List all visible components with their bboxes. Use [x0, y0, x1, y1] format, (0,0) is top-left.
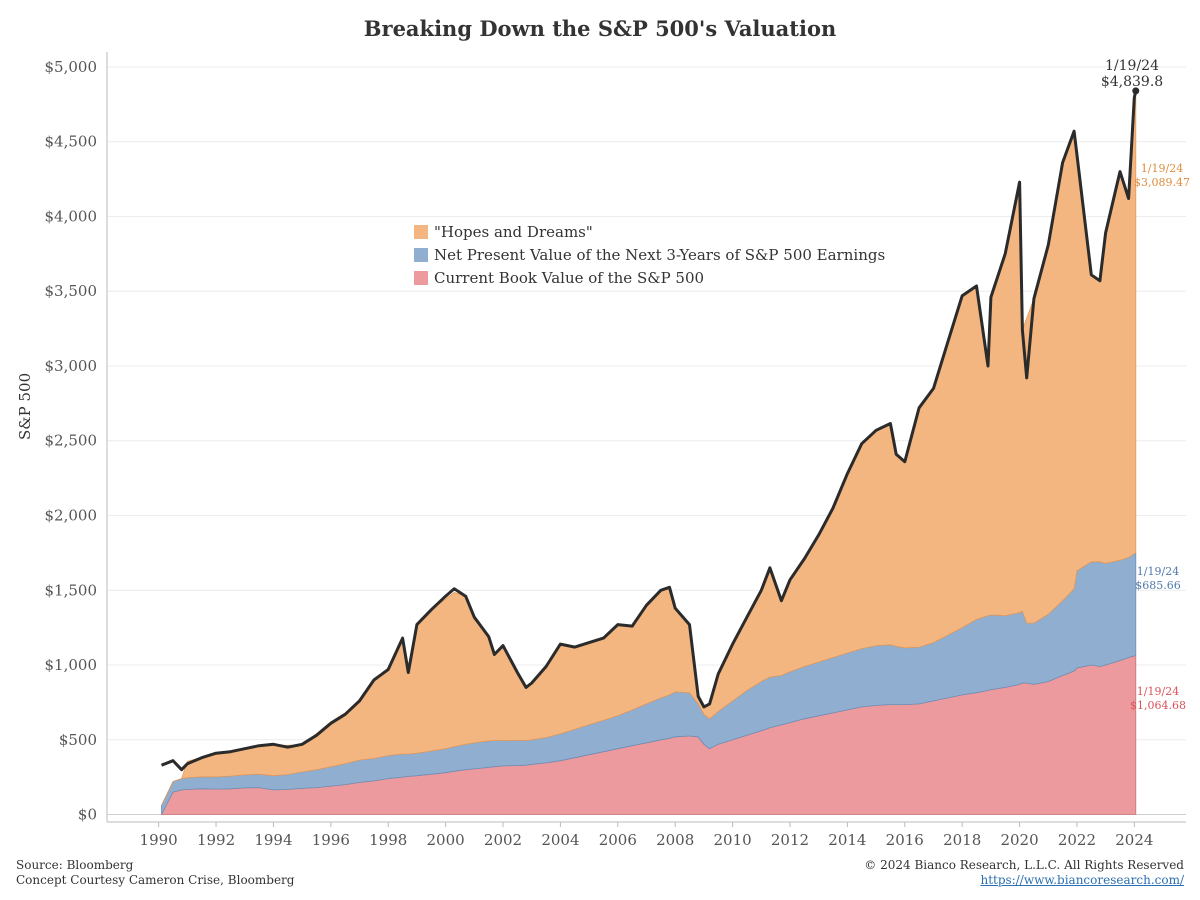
x-tick-label: 2012 — [771, 831, 809, 849]
y-tick-label: $5,000 — [45, 58, 98, 76]
x-tick-label: 1996 — [312, 831, 350, 849]
y-tick-label: $3,000 — [45, 357, 98, 375]
legend-item-hopes: "Hopes and Dreams" — [414, 220, 885, 243]
y-tick-label: $1,500 — [45, 581, 98, 599]
x-tick-label: 2024 — [1115, 831, 1153, 849]
annotation-value: $3,089.47 — [1134, 176, 1190, 189]
website-link[interactable]: https://www.biancoresearch.com/ — [980, 873, 1184, 887]
x-tick-label: 2016 — [886, 831, 924, 849]
y-tick-label: $4,500 — [45, 133, 98, 151]
annotation-value: $685.66 — [1135, 579, 1181, 592]
legend-swatch-npv — [414, 247, 428, 262]
x-tick-label: 2022 — [1058, 831, 1096, 849]
legend-swatch-hopes — [414, 224, 428, 239]
legend-label-hopes: "Hopes and Dreams" — [434, 222, 593, 241]
x-tick-label: 1990 — [140, 831, 178, 849]
legend-label-book: Current Book Value of the S&P 500 — [434, 268, 705, 287]
sp500-price-line — [160, 90, 1138, 772]
y-tick-label: $3,500 — [45, 282, 98, 300]
x-tick-label: 1998 — [369, 831, 407, 849]
x-tick-label: 1992 — [197, 831, 235, 849]
x-tick-label: 2008 — [656, 831, 694, 849]
x-tick-label: 2006 — [599, 831, 637, 849]
legend-item-book: Current Book Value of the S&P 500 — [414, 266, 885, 289]
annotation-date: 1/19/24 — [1105, 58, 1159, 74]
x-tick-label: 2018 — [943, 831, 981, 849]
axes — [106, 52, 1186, 823]
annotation-date: 1/19/24 — [1137, 565, 1179, 578]
y-ticks: $0 $500 $1,000 $1,500 $2,000 $2,500 $3,000 $3,5… — [45, 58, 98, 824]
legend-swatch-book — [414, 270, 428, 285]
annotation-date: 1/19/24 — [1137, 685, 1179, 698]
annotations: 1/19/24$4,839.81/19/24$3,089.471/19/24$6… — [1101, 58, 1190, 712]
x-tick-label: 2010 — [713, 831, 751, 849]
annotation-value: $4,839.8 — [1101, 74, 1163, 90]
y-tick-label: $0 — [78, 806, 97, 824]
y-tick-label: $2,000 — [45, 506, 98, 524]
y-tick-label: $500 — [59, 731, 97, 749]
price-line-group — [160, 87, 1140, 772]
y-tick-label: $1,000 — [45, 656, 98, 674]
annotation-date: 1/19/24 — [1141, 162, 1183, 175]
y-tick-label: $2,500 — [45, 432, 98, 450]
annotation-value: $1,064.68 — [1130, 699, 1186, 712]
concept-note: Concept Courtesy Cameron Crise, Bloomber… — [16, 873, 295, 887]
latest-price-marker — [1132, 87, 1140, 95]
chart-title: Breaking Down the S&P 500's Valuation — [363, 16, 837, 41]
legend: "Hopes and Dreams" Net Present Value of … — [414, 220, 885, 289]
legend-label-npv: Net Present Value of the Next 3-Years of… — [434, 245, 886, 264]
stacked-areas — [160, 90, 1137, 815]
x-ticks: 1990 1992 1994 1996 1998 2000 2002 2004 2006 2008… — [140, 822, 1153, 849]
x-tick-label: 2020 — [1000, 831, 1038, 849]
x-tick-label: 2014 — [828, 831, 866, 849]
x-tick-label: 2004 — [541, 831, 579, 849]
x-tick-label: 2002 — [484, 831, 522, 849]
x-tick-label: 2000 — [427, 831, 465, 849]
copyright-note: © 2024 Bianco Research, L.L.C. All Right… — [864, 858, 1184, 872]
x-tick-label: 1994 — [254, 831, 292, 849]
source-note: Source: Bloomberg — [16, 858, 134, 872]
legend-item-npv: Net Present Value of the Next 3-Years of… — [414, 243, 885, 266]
y-tick-label: $4,000 — [45, 207, 98, 225]
